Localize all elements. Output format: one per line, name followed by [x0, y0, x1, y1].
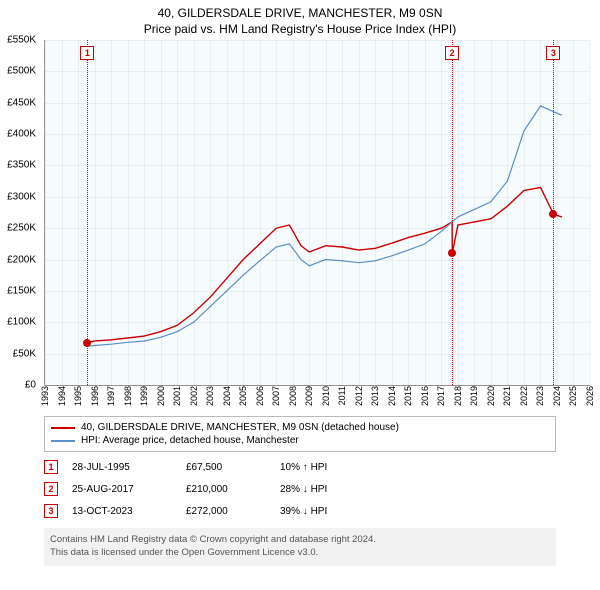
legend-swatch — [51, 427, 75, 429]
chart-area: £0£50K£100K£150K£200K£250K£300K£350K£400… — [44, 40, 590, 410]
x-tick-label: 2009 — [304, 386, 314, 406]
x-tick-label: 2011 — [337, 386, 347, 405]
chart-subtitle: Price paid vs. HM Land Registry's House … — [0, 20, 600, 40]
event-date: 28-JUL-1995 — [72, 462, 172, 473]
marker-dot — [83, 339, 91, 347]
x-tick-label: 1996 — [90, 386, 100, 406]
event-delta: 10% ↑ HPI — [280, 462, 370, 473]
y-tick-label: £350K — [7, 160, 36, 171]
event-delta: 28% ↓ HPI — [280, 484, 370, 495]
x-tick-label: 2023 — [535, 386, 545, 406]
event-number-box: 1 — [44, 460, 58, 474]
x-tick-label: 2008 — [288, 386, 298, 406]
marker-dot — [448, 249, 456, 257]
x-tick-label: 1998 — [123, 386, 133, 406]
chart-container: 40, GILDERSDALE DRIVE, MANCHESTER, M9 0S… — [0, 0, 600, 590]
x-axis-labels: 1993199419951996199719981999200020012002… — [44, 386, 590, 410]
event-row: 1 28-JUL-1995 £67,500 10% ↑ HPI — [44, 456, 556, 478]
x-tick-label: 1994 — [57, 386, 67, 406]
x-tick-label: 2006 — [255, 386, 265, 406]
marker-line — [87, 40, 88, 385]
x-tick-label: 1999 — [139, 386, 149, 406]
plot-area: 1 2 3 — [44, 40, 590, 386]
x-tick-label: 2012 — [354, 386, 364, 406]
x-tick-label: 2001 — [172, 386, 182, 406]
x-tick-label: 2020 — [486, 386, 496, 406]
y-tick-label: £400K — [7, 129, 36, 140]
event-number-box: 2 — [44, 482, 58, 496]
y-tick-label: £100K — [7, 317, 36, 328]
event-number-box: 3 — [44, 504, 58, 518]
event-price: £67,500 — [186, 462, 266, 473]
chart-title: 40, GILDERSDALE DRIVE, MANCHESTER, M9 0S… — [0, 0, 600, 20]
event-row: 2 25-AUG-2017 £210,000 28% ↓ HPI — [44, 478, 556, 500]
legend-item: HPI: Average price, detached house, Manc… — [51, 434, 549, 447]
event-price: £210,000 — [186, 484, 266, 495]
x-tick-label: 2026 — [585, 386, 595, 406]
y-tick-label: £450K — [7, 97, 36, 108]
event-delta: 39% ↓ HPI — [280, 506, 370, 517]
y-axis-labels: £0£50K£100K£150K£200K£250K£300K£350K£400… — [0, 40, 40, 386]
x-tick-label: 2017 — [436, 386, 446, 406]
footer-line2: This data is licensed under the Open Gov… — [50, 547, 550, 560]
event-date: 25-AUG-2017 — [72, 484, 172, 495]
legend-label: 40, GILDERSDALE DRIVE, MANCHESTER, M9 0S… — [81, 422, 399, 433]
x-tick-label: 2015 — [403, 386, 413, 406]
x-tick-label: 2014 — [387, 386, 397, 406]
y-tick-label: £500K — [7, 66, 36, 77]
y-tick-label: £300K — [7, 191, 36, 202]
event-date: 13-OCT-2023 — [72, 506, 172, 517]
x-tick-label: 2007 — [271, 386, 281, 406]
marker-number-box: 1 — [80, 46, 94, 60]
x-tick-label: 1995 — [73, 386, 83, 406]
x-tick-label: 2005 — [238, 386, 248, 406]
x-tick-label: 1993 — [40, 386, 50, 406]
legend-swatch — [51, 440, 75, 442]
footer-attribution: Contains HM Land Registry data © Crown c… — [44, 528, 556, 566]
marker-number-box: 3 — [546, 46, 560, 60]
x-tick-label: 2024 — [552, 386, 562, 406]
legend-item: 40, GILDERSDALE DRIVE, MANCHESTER, M9 0S… — [51, 421, 549, 434]
y-tick-label: £0 — [25, 380, 36, 391]
x-tick-label: 2013 — [370, 386, 380, 406]
event-row: 3 13-OCT-2023 £272,000 39% ↓ HPI — [44, 500, 556, 522]
x-tick-label: 2002 — [189, 386, 199, 406]
footer-line1: Contains HM Land Registry data © Crown c… — [50, 534, 550, 547]
x-tick-label: 2000 — [156, 386, 166, 406]
y-tick-label: £50K — [13, 348, 36, 359]
event-price: £272,000 — [186, 506, 266, 517]
x-tick-label: 2003 — [205, 386, 215, 406]
x-tick-label: 1997 — [106, 386, 116, 406]
x-tick-label: 2018 — [453, 386, 463, 406]
y-tick-label: £150K — [7, 285, 36, 296]
y-tick-label: £200K — [7, 254, 36, 265]
marker-line — [452, 40, 453, 385]
x-tick-label: 2025 — [568, 386, 578, 406]
marker-dot — [549, 210, 557, 218]
x-tick-label: 2004 — [222, 386, 232, 406]
y-tick-label: £250K — [7, 223, 36, 234]
x-tick-label: 2016 — [420, 386, 430, 406]
x-tick-label: 2019 — [469, 386, 479, 406]
legend-label: HPI: Average price, detached house, Manc… — [81, 435, 299, 446]
events-table: 1 28-JUL-1995 £67,500 10% ↑ HPI 2 25-AUG-2017… — [44, 456, 556, 522]
marker-number-box: 2 — [445, 46, 459, 60]
x-tick-label: 2022 — [519, 386, 529, 406]
x-tick-label: 2010 — [321, 386, 331, 406]
y-tick-label: £550K — [7, 35, 36, 46]
legend: 40, GILDERSDALE DRIVE, MANCHESTER, M9 0S… — [44, 416, 556, 452]
x-tick-label: 2021 — [502, 386, 512, 406]
